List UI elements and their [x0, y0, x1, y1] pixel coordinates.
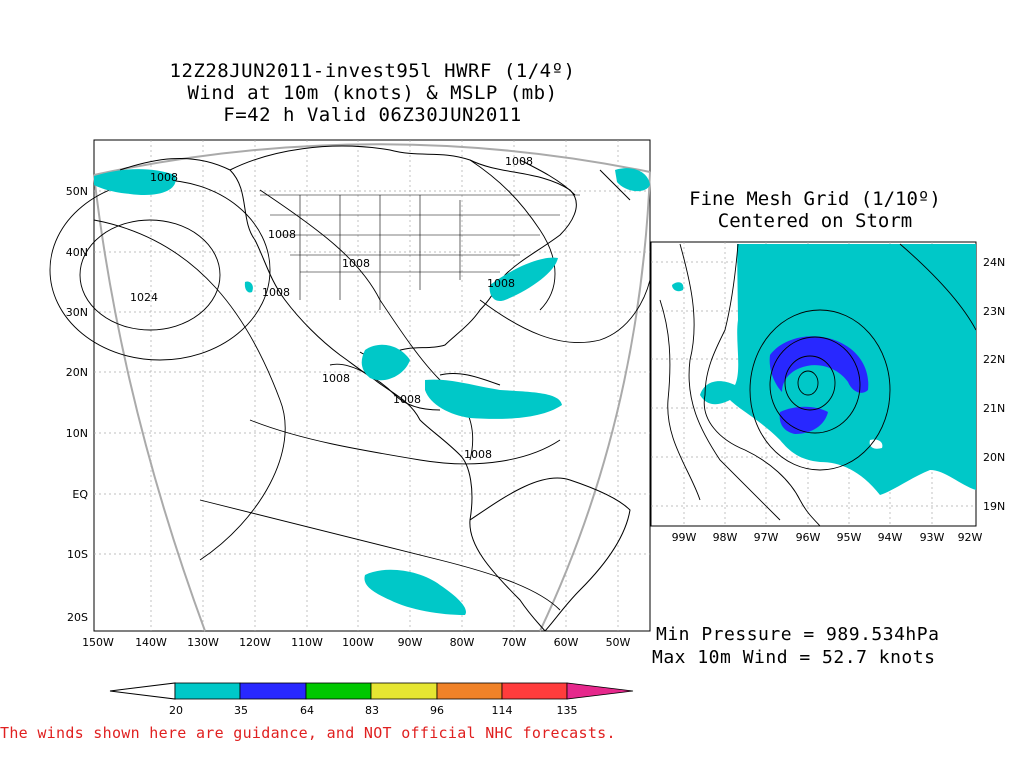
lon-tick-label: 130W — [187, 636, 219, 649]
lat-tick-label: 10S — [67, 548, 88, 561]
contour-label: 1008 — [150, 171, 178, 184]
isobars — [49, 159, 651, 611]
lat-tick-label: EQ — [72, 488, 88, 501]
lat-tick-label: 21N — [983, 402, 1005, 415]
lon-tick-label: 92W — [958, 531, 983, 544]
contour-label: 1008 — [505, 155, 533, 168]
lon-tick-label: 110W — [291, 636, 323, 649]
colorbar-label: 20 — [169, 704, 183, 717]
lon-tick-label: 60W — [554, 636, 579, 649]
fine-lat-ticks: 24N 23N 22N 21N 20N 19N — [983, 256, 1005, 513]
lon-tick-label: 98W — [713, 531, 738, 544]
colorbar-low-triangle — [109, 682, 176, 700]
wind-shading-main — [94, 168, 650, 615]
lat-tick-label: 23N — [983, 305, 1005, 318]
wind-shading-blue-north — [769, 336, 869, 393]
main-lon-ticks: 150W 140W 130W 120W 110W 100W 90W 80W 70… — [82, 636, 630, 649]
lon-tick-label: 70W — [502, 636, 527, 649]
fine-lon-ticks: 99W 98W 97W 96W 95W 94W 93W 92W — [672, 531, 983, 544]
max-wind-text: Max 10m Wind = 52.7 knots — [652, 647, 936, 668]
colorbar-swatch — [436, 682, 503, 700]
lat-tick-label: 20N — [983, 451, 1005, 464]
lat-tick-label: 20N — [66, 366, 88, 379]
contour-label: 1008 — [268, 228, 296, 241]
colorbar — [109, 682, 634, 700]
contour-label: 1008 — [322, 372, 350, 385]
lon-tick-label: 93W — [920, 531, 945, 544]
lon-tick-label: 80W — [450, 636, 475, 649]
lat-tick-label: 24N — [983, 256, 1005, 269]
lat-tick-label: 22N — [983, 353, 1005, 366]
contour-label: 1008 — [262, 286, 290, 299]
title-line-2: Wind at 10m (knots) & MSLP (mb) — [187, 82, 558, 104]
lon-tick-label: 96W — [796, 531, 821, 544]
colorbar-label: 35 — [234, 704, 248, 717]
colorbar-label: 64 — [300, 704, 314, 717]
lon-tick-label: 95W — [837, 531, 862, 544]
lon-tick-label: 97W — [754, 531, 779, 544]
colorbar-label: 135 — [556, 704, 578, 717]
lat-tick-label: 10N — [66, 427, 88, 440]
fine-mesh-title-line-2: Centered on Storm — [717, 210, 913, 232]
lon-tick-label: 150W — [82, 636, 114, 649]
main-map-frame — [93, 139, 651, 632]
colorbar-swatch — [305, 682, 372, 700]
fine-mesh-title: Fine Mesh Grid (1/10º) Centered on Storm — [655, 188, 975, 232]
colorbar-swatch — [370, 682, 438, 700]
colorbar-label: 114 — [491, 704, 513, 717]
domain-boundary — [93, 143, 651, 632]
title-line-1: 12Z28JUN2011-invest95l HWRF (1/4º) — [169, 60, 576, 82]
lon-tick-label: 99W — [672, 531, 697, 544]
contour-labels: 1008 1008 1008 1008 1008 1008 1008 1008 … — [130, 155, 533, 461]
lon-tick-label: 50W — [606, 636, 631, 649]
fine-mesh-isobars — [659, 243, 977, 527]
lat-tick-label: 50N — [66, 185, 88, 198]
contour-label: 1008 — [464, 448, 492, 461]
lat-tick-label: 20S — [67, 611, 88, 624]
lat-tick-label: 30N — [66, 306, 88, 319]
lon-tick-label: 90W — [398, 636, 423, 649]
main-lat-ticks: 50N 40N 30N 20N 10N EQ 10S 20S — [66, 185, 89, 624]
lon-tick-label: 140W — [135, 636, 167, 649]
lon-tick-label: 94W — [878, 531, 903, 544]
colorbar-high-triangle — [566, 682, 634, 700]
main-map-title: 12Z28JUN2011-invest95l HWRF (1/4º) Wind … — [95, 60, 650, 126]
colorbar-swatch — [501, 682, 568, 700]
political-boundaries — [260, 194, 580, 310]
main-map: 1008 1008 1008 1008 1008 1008 1008 1008 … — [49, 139, 651, 649]
title-line-3: F=42 h Valid 06Z30JUN2011 — [223, 104, 522, 126]
lat-tick-label: 19N — [983, 500, 1005, 513]
lon-tick-label: 120W — [239, 636, 271, 649]
disclaimer-text: The winds shown here are guidance, and N… — [0, 724, 616, 742]
colorbar-label: 83 — [365, 704, 379, 717]
lon-tick-label: 100W — [342, 636, 374, 649]
lat-tick-label: 40N — [66, 246, 88, 259]
fine-mesh-title-line-1: Fine Mesh Grid (1/10º) — [689, 188, 941, 210]
fine-mesh-map: 24N 23N 22N 21N 20N 19N 99W 98W 97W 96W … — [650, 241, 1005, 544]
colorbar-swatch — [174, 682, 241, 700]
contour-label: 1008 — [393, 393, 421, 406]
wind-shading-blue-south — [779, 406, 828, 434]
contour-label: 1024 — [130, 291, 158, 304]
colorbar-swatch — [239, 682, 307, 700]
colorbar-label: 96 — [430, 704, 444, 717]
contour-label: 1008 — [342, 257, 370, 270]
min-pressure-text: Min Pressure = 989.534hPa — [656, 624, 940, 645]
contour-label: 1008 — [487, 277, 515, 290]
main-map-gridlines — [94, 140, 650, 631]
wind-shading-cyan-small — [672, 282, 684, 292]
